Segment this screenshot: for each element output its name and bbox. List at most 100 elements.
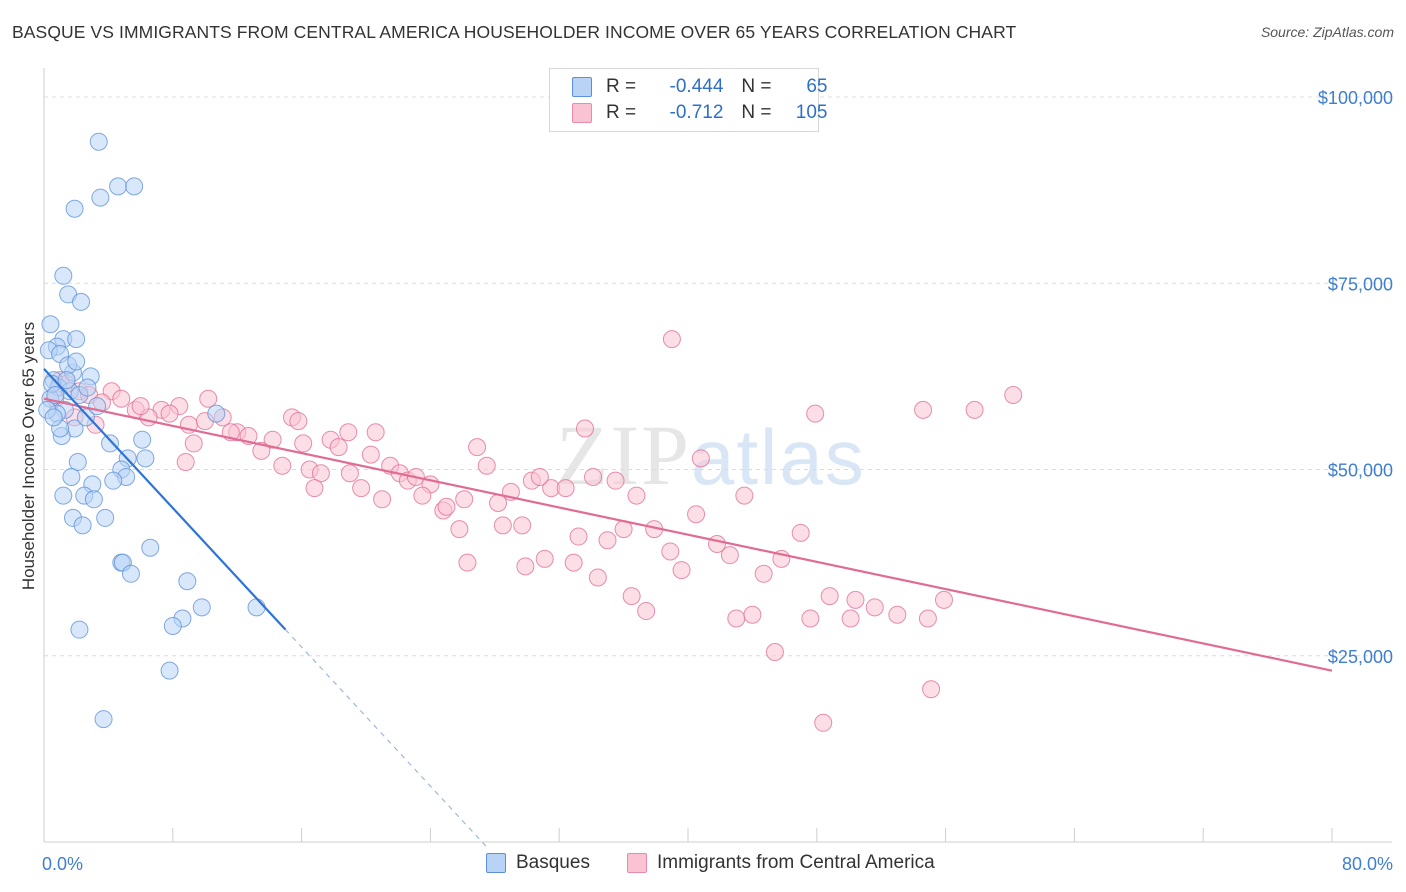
bottom-legend-swatch-central-america xyxy=(627,853,647,873)
point-basques xyxy=(160,661,179,680)
point-immigrants-from-central-america xyxy=(588,568,607,587)
point-immigrants-from-central-america xyxy=(468,438,487,457)
trendline-basques-extension xyxy=(285,629,488,848)
point-immigrants-from-central-america xyxy=(727,609,746,628)
point-immigrants-from-central-america xyxy=(437,497,456,516)
trendline-basques xyxy=(43,368,287,631)
point-immigrants-from-central-america xyxy=(513,516,532,535)
point-basques xyxy=(178,572,197,591)
point-basques xyxy=(94,710,113,729)
correlation-legend: R = -0.444 N = 65 R = -0.712 N = 105 xyxy=(549,68,828,132)
source-label: Source: ZipAtlas.com xyxy=(1260,24,1394,40)
point-immigrants-from-central-america xyxy=(289,412,308,431)
bottom-legend-basques: Basques xyxy=(486,852,590,874)
bottom-legend-central-america: Immigrants from Central America xyxy=(627,852,935,874)
point-immigrants-from-central-america xyxy=(112,389,131,408)
point-immigrants-from-central-america xyxy=(806,404,825,423)
point-basques xyxy=(76,408,95,427)
point-immigrants-from-central-america xyxy=(922,680,941,699)
legend-swatch-central-america xyxy=(572,103,592,123)
point-immigrants-from-central-america xyxy=(661,542,680,561)
x-tick-label: 0.0% xyxy=(42,854,83,874)
point-immigrants-from-central-america xyxy=(273,456,292,475)
y-tick-label: $25,000 xyxy=(1328,647,1393,667)
y-axis-label: Householder Income Over 65 years xyxy=(19,322,38,590)
point-basques xyxy=(67,352,86,371)
point-immigrants-from-central-america xyxy=(535,549,554,568)
point-basques xyxy=(104,471,123,490)
legend-n-label: N = xyxy=(741,76,772,97)
point-immigrants-from-central-america xyxy=(691,449,710,468)
y-tick-label: $75,000 xyxy=(1328,274,1393,294)
legend-row-central-america: R = -0.712 N = 105 xyxy=(572,101,828,125)
point-basques xyxy=(109,177,128,196)
point-basques xyxy=(44,408,63,427)
point-basques xyxy=(68,453,87,472)
point-immigrants-from-central-america xyxy=(366,423,385,442)
point-immigrants-from-central-america xyxy=(820,587,839,606)
point-immigrants-from-central-america xyxy=(340,464,359,483)
point-immigrants-from-central-america xyxy=(598,531,617,550)
watermark: ZIPatlas xyxy=(556,405,866,505)
point-immigrants-from-central-america xyxy=(765,643,784,662)
point-immigrants-from-central-america xyxy=(934,590,953,609)
point-basques xyxy=(67,330,86,349)
point-immigrants-from-central-america xyxy=(965,400,984,419)
point-immigrants-from-central-america xyxy=(754,564,773,583)
point-basques xyxy=(192,598,211,617)
point-basques xyxy=(133,430,152,449)
point-basques xyxy=(207,404,226,423)
legend-row-basques: R = -0.444 N = 65 xyxy=(572,75,828,99)
trendline-central-america xyxy=(43,397,1333,672)
chart-title: BASQUE VS IMMIGRANTS FROM CENTRAL AMERIC… xyxy=(12,22,1017,42)
point-immigrants-from-central-america xyxy=(735,486,754,505)
point-immigrants-from-central-america xyxy=(627,486,646,505)
point-immigrants-from-central-america xyxy=(160,404,179,423)
point-basques xyxy=(101,434,120,453)
point-immigrants-from-central-america xyxy=(339,423,358,442)
legend-r-value-central-america: -0.712 xyxy=(669,102,724,123)
point-immigrants-from-central-america xyxy=(662,330,681,349)
point-immigrants-from-central-america xyxy=(199,389,218,408)
y-tick-label: $50,000 xyxy=(1328,461,1393,481)
point-immigrants-from-central-america xyxy=(516,557,535,576)
point-immigrants-from-central-america xyxy=(458,553,477,572)
point-basques xyxy=(84,490,103,509)
point-immigrants-from-central-america xyxy=(846,590,865,609)
bottom-legend-swatch-basques xyxy=(486,853,506,873)
point-immigrants-from-central-america xyxy=(606,471,625,490)
point-immigrants-from-central-america xyxy=(176,453,195,472)
legend-r-label: R = xyxy=(606,102,637,123)
point-immigrants-from-central-america xyxy=(814,713,833,732)
point-immigrants-from-central-america xyxy=(720,546,739,565)
point-immigrants-from-central-america xyxy=(575,419,594,438)
point-immigrants-from-central-america xyxy=(450,520,469,539)
legend-r-label: R = xyxy=(606,76,637,97)
point-basques xyxy=(73,516,92,535)
point-basques xyxy=(72,292,91,311)
point-immigrants-from-central-america xyxy=(865,598,884,617)
legend-r-value-basques: -0.444 xyxy=(669,76,724,97)
point-immigrants-from-central-america xyxy=(329,438,348,457)
point-basques xyxy=(91,188,110,207)
point-immigrants-from-central-america xyxy=(801,609,820,628)
point-basques xyxy=(41,315,60,334)
point-immigrants-from-central-america xyxy=(888,605,907,624)
point-basques xyxy=(89,132,108,151)
point-immigrants-from-central-america xyxy=(743,605,762,624)
point-immigrants-from-central-america xyxy=(477,456,496,475)
point-immigrants-from-central-america xyxy=(530,467,549,486)
point-basques xyxy=(65,199,84,218)
bottom-legend-label-basques: Basques xyxy=(516,852,590,873)
point-basques xyxy=(54,266,73,285)
point-immigrants-from-central-america xyxy=(914,400,933,419)
point-immigrants-from-central-america xyxy=(584,467,603,486)
point-immigrants-from-central-america xyxy=(184,434,203,453)
point-immigrants-from-central-america xyxy=(131,397,150,416)
point-basques xyxy=(70,620,89,639)
watermark-atlas: atlas xyxy=(691,413,866,501)
legend-swatch-basques xyxy=(572,77,592,97)
point-basques xyxy=(136,449,155,468)
point-immigrants-from-central-america xyxy=(361,445,380,464)
